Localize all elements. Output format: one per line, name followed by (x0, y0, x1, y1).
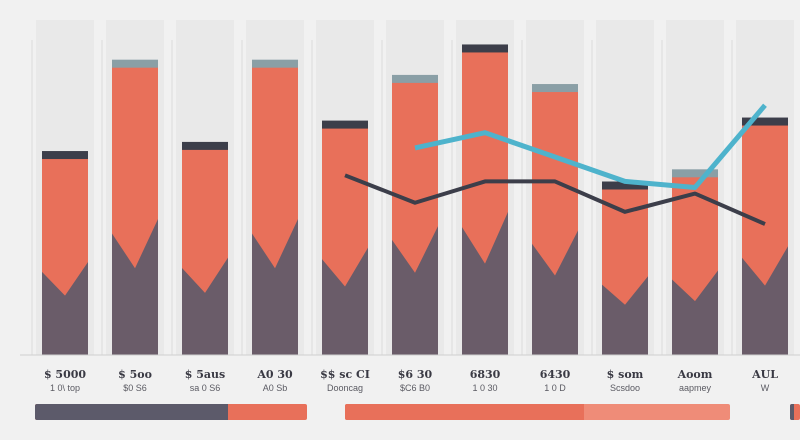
tick-label: $$ sc CI (320, 368, 370, 381)
tick-sublabel: aapmey (678, 383, 712, 393)
tick-label: AUL (752, 368, 778, 381)
tick-label: $6 30 (397, 368, 433, 381)
bar-shadow (182, 257, 228, 355)
bar-cap (462, 44, 508, 53)
tick-label: $ 5aus (184, 368, 226, 381)
progress-bar (35, 404, 307, 420)
tick-sublabel: sa 0 S6 (189, 383, 221, 393)
tick-label: $ 5000 (43, 368, 87, 381)
tick-sublabel: A0 Sb (262, 383, 288, 393)
bar-cap (602, 181, 648, 190)
tick-sublabel: 1 0\ top (49, 383, 81, 393)
progress-bar (345, 404, 730, 420)
bar-cap (182, 141, 228, 150)
tick-label: 6430 (539, 368, 571, 381)
tick-sublabel: 1 0 30 (472, 383, 498, 393)
bar-cap (392, 74, 438, 83)
bar-shadow (462, 211, 508, 355)
bar-cap (742, 117, 788, 126)
bar-shadow (322, 247, 368, 355)
tick-sublabel: $0 S6 (123, 383, 147, 393)
bar-cap (42, 151, 88, 160)
bar-cap (322, 120, 368, 129)
series-line (414, 103, 767, 190)
tick-sublabel: Dooncag (326, 383, 364, 393)
series-line (344, 173, 766, 226)
bar-shadow (602, 276, 648, 355)
bar-cap (532, 84, 578, 93)
bar-shadow (112, 219, 158, 355)
bar-shadow (532, 230, 578, 355)
progress-fill (35, 404, 229, 420)
tick-label: $ 5oo (118, 368, 152, 381)
bar-shadow (742, 246, 788, 355)
progress-bar (790, 404, 800, 420)
bar-cap (112, 59, 158, 68)
tick-label: Aoom (677, 368, 713, 381)
tick-sublabel: 1 0 D (544, 383, 566, 393)
bar-cap (252, 59, 298, 68)
tick-sublabel: Scsdoo (609, 383, 641, 393)
bar-shadow (672, 270, 718, 355)
tick-label: A0 30 (257, 368, 293, 381)
progress-fill (345, 404, 584, 420)
tick-sublabel: W (760, 383, 770, 393)
bar-shadow (392, 226, 438, 355)
progress-fill (790, 404, 794, 420)
bar-shadow (252, 219, 298, 355)
tick-label: $ som (606, 368, 644, 381)
tick-label: 6830 (469, 368, 501, 381)
bar-shadow (42, 261, 88, 355)
bar-cap (672, 169, 718, 178)
tick-sublabel: $C6 B0 (399, 383, 431, 393)
